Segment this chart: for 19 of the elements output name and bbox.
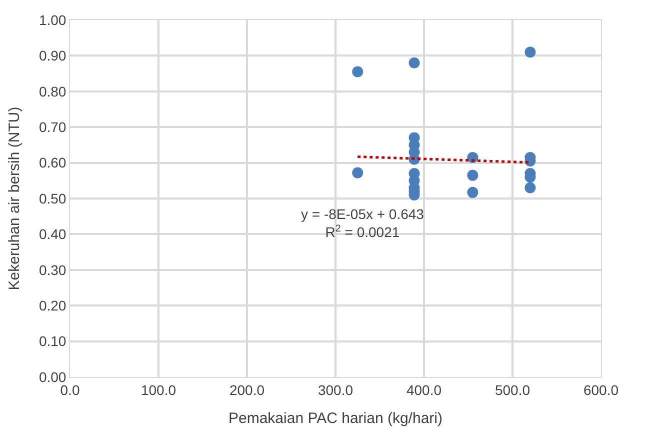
x-tick-label: 400.0: [406, 382, 442, 398]
x-tick-label: 100.0: [140, 382, 176, 398]
x-tick-label: 600.0: [583, 382, 619, 398]
y-tick-label: 0.90: [38, 48, 66, 64]
y-tick-label: 1.00: [38, 12, 66, 28]
y-axis-title: Kekeruhan air bersih (NTU): [6, 106, 24, 290]
y-tick-label: 0.70: [38, 119, 66, 135]
x-tick-label: 300.0: [318, 382, 354, 398]
x-tick-label: 200.0: [229, 382, 265, 398]
y-tick-label: 0.10: [38, 333, 66, 350]
annotation: y = -8E-05x + 0.643 R$^{2}$ = 0.0021: [301, 206, 424, 240]
y-tick-label: 0.50: [38, 190, 66, 206]
x-axis-title: Pemakaian PAC harian (kg/hari): [228, 410, 442, 427]
y-tick-label: 0.60: [38, 154, 66, 171]
y-tick-label: 0.80: [38, 83, 66, 100]
y-tick-label: 0.20: [38, 298, 66, 314]
y-tick-label: 0.30: [38, 262, 66, 278]
y-tick-label: 0.40: [38, 226, 66, 242]
x-tick-label: 500.0: [494, 382, 530, 398]
